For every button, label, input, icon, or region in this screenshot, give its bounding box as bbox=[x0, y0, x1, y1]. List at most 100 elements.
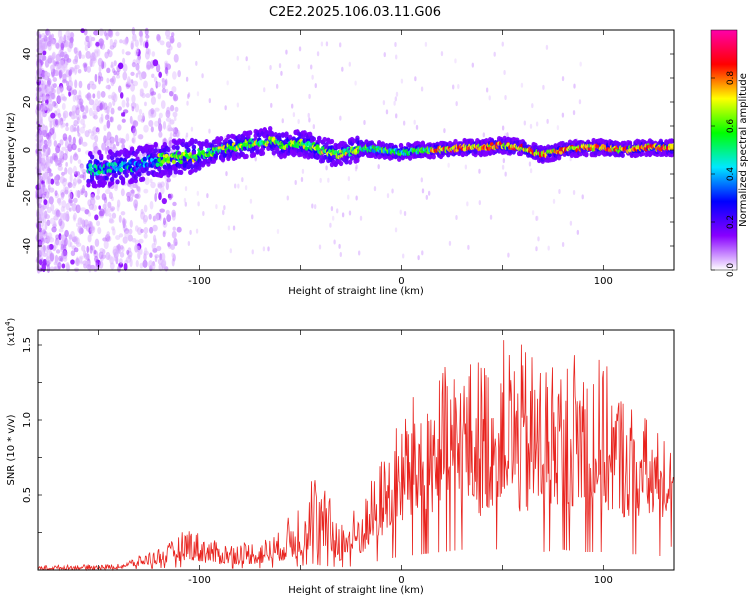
heatmap-cell bbox=[81, 244, 86, 252]
heatmap-cell bbox=[48, 196, 54, 205]
heatmap-cell bbox=[75, 107, 80, 116]
heatmap-cell bbox=[47, 31, 52, 37]
heatmap-cell bbox=[134, 103, 140, 113]
heatmap-cell bbox=[128, 78, 132, 86]
heatmap-cell bbox=[72, 214, 76, 221]
heatmap-cell bbox=[57, 162, 63, 167]
heatmap-cell bbox=[65, 202, 70, 211]
heatmap-cell bbox=[467, 244, 470, 250]
heatmap-cell bbox=[471, 62, 475, 68]
heatmap-cell bbox=[75, 171, 81, 176]
heatmap-cell bbox=[141, 92, 146, 99]
heatmap-cell bbox=[92, 110, 98, 116]
heatmap-cell bbox=[427, 154, 433, 160]
heatmap-cell bbox=[308, 93, 311, 99]
heatmap-cell bbox=[394, 41, 397, 47]
heatmap-cell bbox=[37, 203, 42, 209]
heatmap-cell bbox=[341, 212, 345, 218]
heatmap-cell bbox=[152, 234, 157, 243]
heatmap-cell bbox=[143, 226, 149, 234]
heatmap-cell bbox=[97, 126, 100, 135]
heatmap-cell bbox=[64, 186, 69, 194]
heatmap-cell bbox=[338, 160, 344, 167]
heatmap-cell bbox=[83, 250, 87, 258]
heatmap-cell bbox=[77, 175, 81, 185]
y-tick-label: 0.5 bbox=[22, 487, 33, 503]
heatmap-cell bbox=[78, 255, 84, 260]
heatmap-cell bbox=[347, 159, 353, 165]
heatmap-cell bbox=[131, 26, 136, 36]
heatmap-cell bbox=[100, 113, 104, 123]
heatmap-cell bbox=[157, 93, 162, 100]
heatmap-cell bbox=[46, 41, 52, 47]
heatmap-cell bbox=[443, 128, 446, 134]
heatmap-cell bbox=[129, 219, 133, 228]
heatmap-cell bbox=[77, 68, 82, 74]
heatmap-cell bbox=[280, 132, 286, 138]
heatmap-cell bbox=[77, 159, 82, 165]
heatmap-cell bbox=[280, 70, 283, 76]
heatmap-cell bbox=[154, 120, 159, 127]
heatmap-cell bbox=[80, 207, 86, 212]
heatmap-cell bbox=[67, 79, 73, 89]
heatmap-cell bbox=[232, 225, 236, 231]
heatmap-cell bbox=[36, 103, 42, 111]
heatmap-cell bbox=[186, 147, 191, 153]
heatmap-cell bbox=[89, 245, 93, 254]
heatmap-cell bbox=[60, 121, 64, 129]
heatmap-cell bbox=[135, 193, 141, 200]
heatmap-cell bbox=[164, 66, 169, 75]
heatmap-cell bbox=[75, 50, 80, 56]
heatmap-cell bbox=[130, 79, 134, 84]
heatmap-cell bbox=[113, 60, 117, 66]
colorbar: 0.0 0.2 0.4 0.6 0.8 Normalized spectral ampl… bbox=[710, 29, 749, 277]
heatmap-cell bbox=[40, 157, 46, 163]
heatmap-cell bbox=[263, 87, 266, 93]
heatmap-cell bbox=[45, 132, 50, 140]
heatmap-cell bbox=[431, 154, 436, 160]
heatmap-cell bbox=[98, 251, 104, 260]
heatmap-cell bbox=[315, 144, 320, 149]
heatmap-cell bbox=[93, 30, 99, 36]
heatmap-cell bbox=[120, 211, 126, 216]
heatmap-cell bbox=[57, 165, 63, 171]
heatmap-cell bbox=[277, 135, 282, 141]
heatmap-cell bbox=[542, 84, 545, 90]
heatmap-cell bbox=[123, 263, 128, 271]
x-tick-label: 0 bbox=[398, 276, 404, 287]
heatmap-cell bbox=[45, 255, 50, 265]
heatmap-cell bbox=[171, 209, 176, 218]
heatmap-cell bbox=[180, 141, 186, 148]
heatmap-cell bbox=[39, 176, 44, 182]
heatmap-cell bbox=[97, 227, 102, 235]
heatmap-cell bbox=[196, 190, 200, 196]
heatmap-cell bbox=[168, 164, 173, 170]
heatmap-cell bbox=[170, 104, 175, 112]
heatmap-cell bbox=[73, 119, 78, 127]
colorbar-gradient bbox=[710, 29, 738, 271]
heatmap-cell bbox=[69, 68, 73, 76]
heatmap-cell bbox=[300, 176, 304, 182]
heatmap-cell bbox=[82, 141, 88, 147]
x-tick-label: 0 bbox=[398, 575, 404, 586]
heatmap-cell bbox=[184, 186, 188, 192]
heatmap-cell bbox=[137, 134, 144, 140]
heatmap-cell bbox=[75, 258, 80, 267]
heatmap-cell bbox=[501, 125, 505, 131]
heatmap-cell bbox=[145, 48, 150, 55]
heatmap-cell bbox=[576, 229, 580, 235]
heatmap-cell bbox=[92, 126, 98, 135]
heatmap-cell bbox=[80, 164, 85, 172]
heatmap-cell bbox=[145, 34, 150, 39]
heatmap-cell bbox=[171, 230, 177, 239]
heatmap-cell bbox=[158, 131, 163, 138]
heatmap-cell bbox=[44, 214, 51, 220]
heatmap-cell bbox=[138, 238, 144, 244]
heatmap-cell bbox=[507, 148, 513, 154]
heatmap-cell bbox=[41, 218, 45, 228]
heatmap-cell bbox=[144, 247, 148, 255]
heatmap-cell bbox=[297, 119, 300, 125]
heatmap-cell bbox=[109, 38, 114, 48]
heatmap-cell bbox=[47, 244, 51, 250]
heatmap-cell bbox=[87, 234, 92, 243]
